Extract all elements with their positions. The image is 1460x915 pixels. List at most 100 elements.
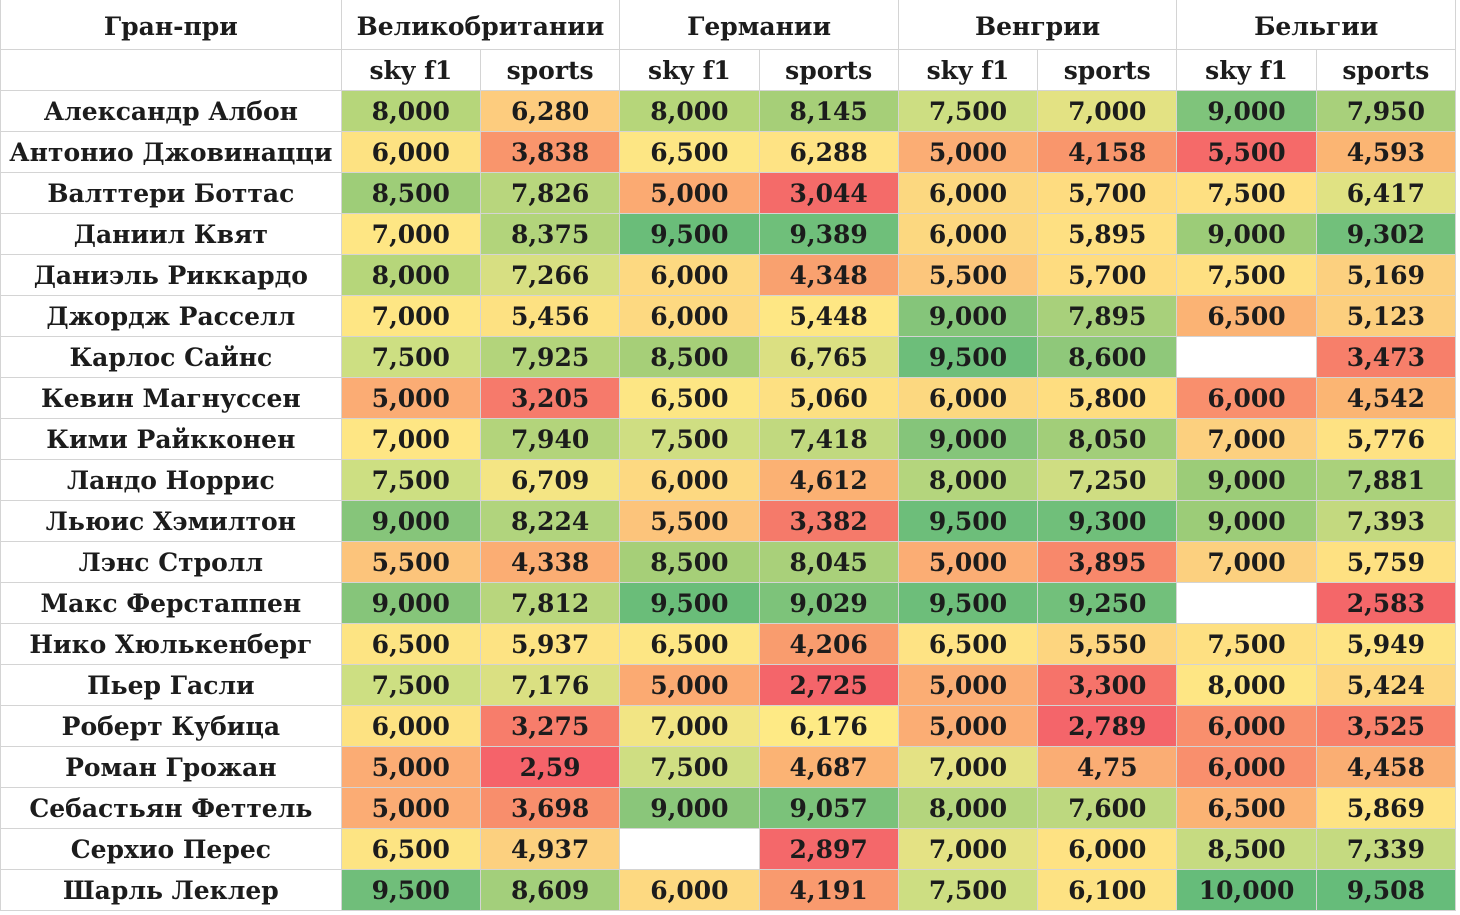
rating-cell[interactable]: 4,206 xyxy=(758,623,899,665)
header-source[interactable]: sky f1 xyxy=(1176,49,1317,91)
rating-cell[interactable]: 3,275 xyxy=(479,705,621,747)
driver-name-cell[interactable]: Ландо Норрис xyxy=(0,459,342,501)
rating-cell[interactable]: 6,000 xyxy=(340,131,481,173)
rating-cell[interactable] xyxy=(1176,336,1317,378)
rating-cell[interactable]: 4,542 xyxy=(1315,377,1457,419)
rating-cell[interactable]: 5,123 xyxy=(1315,295,1457,337)
rating-cell[interactable]: 6,000 xyxy=(619,254,760,296)
driver-name-cell[interactable]: Александр Албон xyxy=(0,90,342,132)
rating-cell[interactable]: 8,000 xyxy=(1176,664,1317,706)
rating-cell[interactable]: 8,000 xyxy=(897,459,1039,501)
driver-name-cell[interactable]: Даниэль Риккардо xyxy=(0,254,342,296)
rating-cell[interactable]: 8,609 xyxy=(479,869,621,911)
rating-cell[interactable]: 9,000 xyxy=(1176,459,1317,501)
rating-cell[interactable]: 6,500 xyxy=(340,828,481,870)
rating-cell[interactable]: 6,000 xyxy=(1176,746,1317,788)
rating-cell[interactable]: 5,800 xyxy=(1037,377,1178,419)
rating-cell[interactable]: 7,000 xyxy=(619,705,760,747)
rating-cell[interactable]: 7,826 xyxy=(479,172,621,214)
driver-name-cell[interactable]: Даниил Квят xyxy=(0,213,342,255)
rating-cell[interactable]: 4,937 xyxy=(479,828,621,870)
rating-cell[interactable]: 7,812 xyxy=(479,582,621,624)
rating-cell[interactable]: 7,339 xyxy=(1315,828,1457,870)
rating-cell[interactable]: 3,382 xyxy=(758,500,899,542)
rating-cell[interactable]: 10,000 xyxy=(1176,869,1317,911)
rating-cell[interactable]: 6,500 xyxy=(1176,295,1317,337)
rating-cell[interactable]: 8,045 xyxy=(758,541,899,583)
rating-cell[interactable]: 5,000 xyxy=(340,377,481,419)
rating-cell[interactable]: 4,687 xyxy=(758,746,899,788)
rating-cell[interactable]: 6,000 xyxy=(897,172,1039,214)
header-source[interactable]: sports xyxy=(479,49,621,91)
rating-cell[interactable]: 6,000 xyxy=(897,213,1039,255)
rating-cell[interactable]: 9,500 xyxy=(897,500,1039,542)
driver-name-cell[interactable]: Пьер Гасли xyxy=(0,664,342,706)
driver-name-cell[interactable]: Антонио Джовинацци xyxy=(0,131,342,173)
rating-cell[interactable]: 5,500 xyxy=(897,254,1039,296)
driver-name-cell[interactable]: Джордж Расселл xyxy=(0,295,342,337)
rating-cell[interactable]: 5,700 xyxy=(1037,254,1178,296)
rating-cell[interactable]: 6,765 xyxy=(758,336,899,378)
rating-cell[interactable]: 4,348 xyxy=(758,254,899,296)
rating-cell[interactable]: 7,250 xyxy=(1037,459,1178,501)
rating-cell[interactable]: 5,700 xyxy=(1037,172,1178,214)
rating-cell[interactable]: 7,000 xyxy=(1037,90,1178,132)
rating-cell[interactable]: 2,59 xyxy=(479,746,621,788)
rating-cell[interactable]: 3,205 xyxy=(479,377,621,419)
rating-cell[interactable]: 5,000 xyxy=(897,705,1039,747)
rating-cell[interactable]: 6,000 xyxy=(619,295,760,337)
rating-cell[interactable]: 7,000 xyxy=(1176,541,1317,583)
rating-cell[interactable]: 6,000 xyxy=(897,377,1039,419)
rating-cell[interactable]: 9,389 xyxy=(758,213,899,255)
rating-cell[interactable] xyxy=(1176,582,1317,624)
rating-cell[interactable]: 9,000 xyxy=(619,787,760,829)
rating-cell[interactable]: 6,000 xyxy=(619,869,760,911)
driver-name-cell[interactable]: Валттери Боттас xyxy=(0,172,342,214)
rating-cell[interactable]: 9,500 xyxy=(897,336,1039,378)
rating-cell[interactable]: 7,000 xyxy=(340,295,481,337)
rating-cell[interactable]: 2,789 xyxy=(1037,705,1178,747)
rating-cell[interactable]: 4,191 xyxy=(758,869,899,911)
header-source[interactable]: sports xyxy=(1315,49,1457,91)
rating-cell[interactable]: 8,000 xyxy=(340,90,481,132)
rating-cell[interactable]: 4,458 xyxy=(1315,746,1457,788)
rating-cell[interactable]: 5,000 xyxy=(340,746,481,788)
rating-cell[interactable]: 5,759 xyxy=(1315,541,1457,583)
rating-cell[interactable]: 4,158 xyxy=(1037,131,1178,173)
rating-cell[interactable]: 7,500 xyxy=(340,664,481,706)
rating-cell[interactable]: 6,000 xyxy=(619,459,760,501)
rating-cell[interactable]: 9,500 xyxy=(619,582,760,624)
rating-cell[interactable]: 5,869 xyxy=(1315,787,1457,829)
driver-name-cell[interactable]: Серхио Перес xyxy=(0,828,342,870)
rating-cell[interactable]: 7,393 xyxy=(1315,500,1457,542)
rating-cell[interactable]: 7,500 xyxy=(897,90,1039,132)
rating-cell[interactable]: 5,937 xyxy=(479,623,621,665)
rating-cell[interactable]: 9,000 xyxy=(1176,500,1317,542)
rating-cell[interactable]: 5,000 xyxy=(619,664,760,706)
rating-cell[interactable]: 5,424 xyxy=(1315,664,1457,706)
rating-cell[interactable]: 6,000 xyxy=(340,705,481,747)
header-gp-germany[interactable]: Германии xyxy=(619,0,899,50)
rating-cell[interactable]: 8,000 xyxy=(619,90,760,132)
rating-cell[interactable]: 7,176 xyxy=(479,664,621,706)
rating-cell[interactable]: 4,338 xyxy=(479,541,621,583)
rating-cell[interactable] xyxy=(619,828,760,870)
header-source[interactable]: sports xyxy=(1037,49,1178,91)
driver-name-cell[interactable]: Карлос Сайнс xyxy=(0,336,342,378)
rating-cell[interactable]: 7,895 xyxy=(1037,295,1178,337)
header-source[interactable]: sports xyxy=(758,49,899,91)
rating-cell[interactable]: 2,583 xyxy=(1315,582,1457,624)
rating-cell[interactable]: 9,500 xyxy=(897,582,1039,624)
rating-cell[interactable]: 7,000 xyxy=(897,746,1039,788)
rating-cell[interactable]: 6,000 xyxy=(1176,705,1317,747)
header-gp-hungary[interactable]: Венгрии xyxy=(897,0,1178,50)
rating-cell[interactable]: 7,418 xyxy=(758,418,899,460)
driver-name-cell[interactable]: Кими Райкконен xyxy=(0,418,342,460)
header-corner-label[interactable]: Гран-при xyxy=(0,0,342,50)
driver-name-cell[interactable]: Роберт Кубица xyxy=(0,705,342,747)
driver-name-cell[interactable]: Роман Грожан xyxy=(0,746,342,788)
rating-cell[interactable]: 6,280 xyxy=(479,90,621,132)
rating-cell[interactable]: 9,250 xyxy=(1037,582,1178,624)
rating-cell[interactable]: 8,000 xyxy=(897,787,1039,829)
rating-cell[interactable]: 7,500 xyxy=(1176,623,1317,665)
